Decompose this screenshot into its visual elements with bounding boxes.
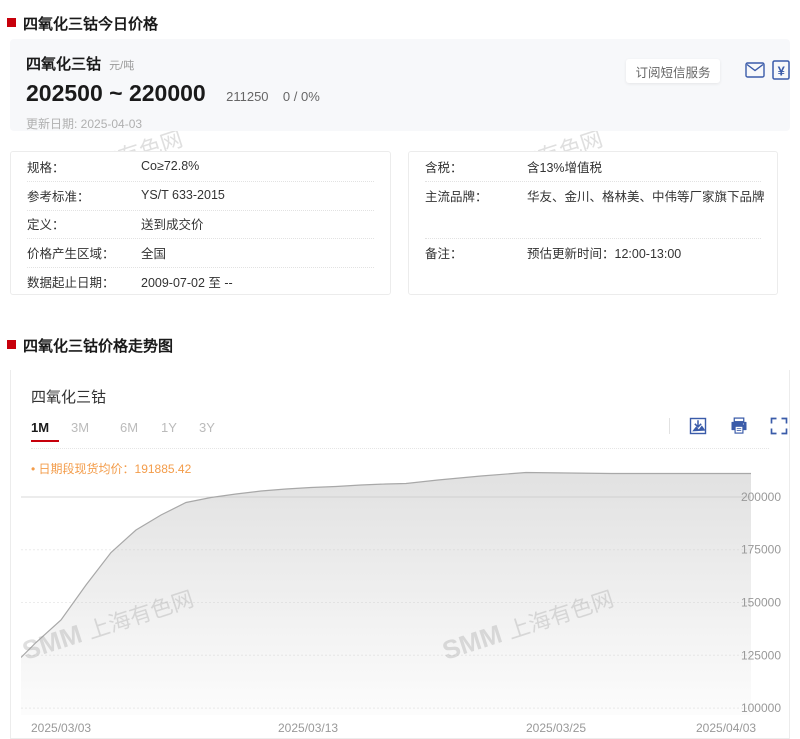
svg-text:125000: 125000 xyxy=(741,648,781,662)
svg-text:100000: 100000 xyxy=(741,701,781,715)
svg-text:175000: 175000 xyxy=(741,543,781,557)
svg-text:¥: ¥ xyxy=(778,64,786,79)
svg-text:150000: 150000 xyxy=(741,596,781,610)
svg-text:200000: 200000 xyxy=(741,490,781,504)
